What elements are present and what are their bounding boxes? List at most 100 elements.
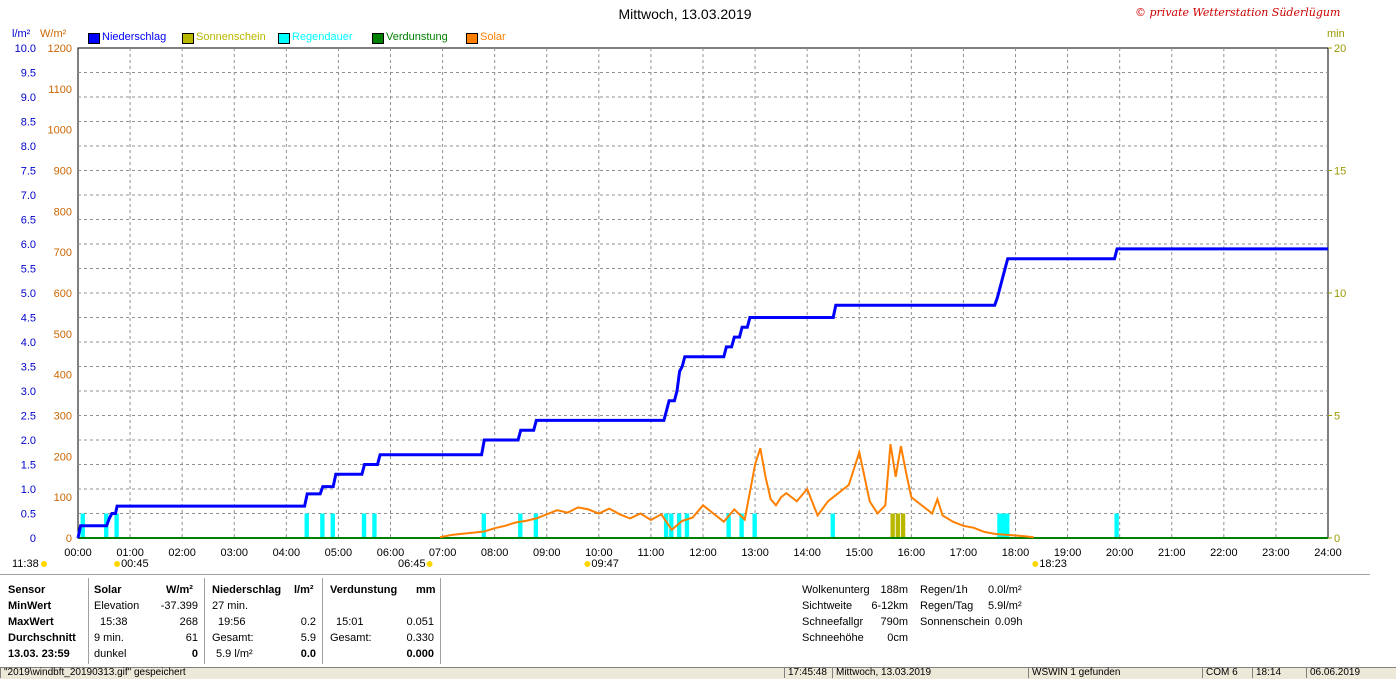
sonnenschein-bar <box>900 513 906 538</box>
solar-row-label: 15:38 <box>100 616 128 628</box>
rain-row-label: 19:56 <box>218 616 246 628</box>
solar-line <box>439 443 1034 539</box>
evap-unit: mm <box>416 584 436 596</box>
legend-label: Regendauer <box>292 31 353 43</box>
annotation-label: 06:45 <box>398 558 426 570</box>
legend-swatch <box>182 33 194 44</box>
solar-unit-label: W/m² <box>40 28 67 40</box>
y-tick-label-solar: 500 <box>54 329 72 341</box>
y-tick-label-solar: 900 <box>54 166 72 178</box>
x-tick-label: 11:00 <box>638 547 665 559</box>
x-tick-label: 03:00 <box>220 547 248 559</box>
lines <box>76 247 1328 539</box>
y-tick-label-minutes: 15 <box>1334 166 1346 178</box>
y-tick-label-rain: 8.5 <box>21 117 36 129</box>
annotation-marker <box>1032 561 1039 567</box>
weather-label: Wolkenunterg <box>802 584 870 596</box>
rain-row-label: 27 min. <box>212 600 249 612</box>
legend-swatch <box>372 33 384 44</box>
regendauer-bar <box>320 513 325 538</box>
y-tick-label-rain: 7.0 <box>21 190 36 202</box>
rain-row-value: 0.0 <box>300 648 316 660</box>
solar-row-value: -37.399 <box>160 600 198 612</box>
annotation-marker <box>584 561 591 567</box>
y-tick-label-rain: 8.0 <box>21 141 36 153</box>
solar-header: Solar <box>94 584 122 596</box>
x-tick-label: 24:00 <box>1314 547 1342 559</box>
x-tick-label: 08:00 <box>481 547 509 559</box>
y-tick-label-solar: 1200 <box>48 43 72 55</box>
solar-row-label: Elevation <box>94 600 140 612</box>
y-tick-label-solar: 1100 <box>48 84 72 96</box>
regendauer-bar <box>752 513 757 538</box>
regendauer-bar <box>830 513 835 538</box>
regendauer-bar <box>372 513 377 538</box>
y-tick-label-solar: 400 <box>54 370 72 382</box>
y-tick-label-rain: 6.5 <box>21 215 36 227</box>
regendauer-bar <box>330 513 335 538</box>
y-tick-label-rain: 5.0 <box>21 288 36 300</box>
y-tick-label-solar: 0 <box>66 533 72 545</box>
rain-summary-value: 5.9l/m² <box>988 600 1022 612</box>
x-tick-label: 17:00 <box>950 547 978 559</box>
status-clock: 18:14 <box>1252 667 1306 678</box>
y-tick-label-rain: 6.0 <box>21 239 36 251</box>
x-tick-label: 12:00 <box>689 547 717 559</box>
rain-row-label: 5.9 l/m² <box>216 648 253 660</box>
regendauer-bar <box>676 513 682 538</box>
regendauer-bar <box>114 513 119 538</box>
regendauer-bar <box>1005 513 1010 538</box>
weather-label: Schneehöhe <box>802 632 864 644</box>
evap-row-value: 0.000 <box>406 648 434 660</box>
solar-row-label: 9 min. <box>94 632 124 644</box>
regendauer-bar <box>304 513 309 538</box>
bars <box>80 513 1119 538</box>
minutes-unit-label: min <box>1327 28 1345 40</box>
evap-row-label: 15:01 <box>336 616 364 628</box>
divider <box>440 578 441 664</box>
legend-label: Niederschlag <box>102 31 167 43</box>
y-tick-label-rain: 0.5 <box>21 509 36 521</box>
x-tick-label: 20:00 <box>1106 547 1134 559</box>
annotation-label: 11:38 <box>12 558 39 570</box>
y-tick-label-rain: 9.5 <box>21 68 36 80</box>
annotation-marker <box>41 561 47 567</box>
x-tick-label: 10:00 <box>585 547 613 559</box>
y-tick-label-minutes: 5 <box>1334 411 1340 423</box>
x-tick-label: 16:00 <box>898 547 926 559</box>
regendauer-bar <box>518 513 523 538</box>
legend-label: Verdunstung <box>386 31 448 43</box>
weather-value: 188m <box>880 584 908 596</box>
evap-row-label: Gesamt: <box>330 632 372 644</box>
x-tick-label: 13:00 <box>741 547 769 559</box>
y-tick-label-rain: 2.5 <box>21 411 36 423</box>
x-tick-label: 23:00 <box>1262 547 1290 559</box>
divider <box>88 578 89 664</box>
rain-summary-value: 0.09h <box>995 616 1023 628</box>
regendauer-bar <box>361 513 367 538</box>
rain-row-value: 0.2 <box>300 616 316 628</box>
y-tick-label-solar: 600 <box>54 288 72 300</box>
y-tick-label-solar: 100 <box>54 492 72 504</box>
regendauer-bar <box>533 513 539 538</box>
sensor-row: Durchschnitt <box>8 632 76 644</box>
status-time: 17:45:48 <box>784 667 832 678</box>
status-connection: WSWIN 1 gefunden <box>1028 667 1202 678</box>
status-file: "2019\windbft_20190313.gif" gespeichert <box>0 667 784 678</box>
legend-swatch <box>466 33 478 44</box>
status-bar <box>0 667 1396 679</box>
divider <box>322 578 323 664</box>
status-today: 06.06.2019 <box>1306 667 1396 678</box>
x-tick-label: 09:00 <box>533 547 561 559</box>
solar-row-label: dunkel <box>94 648 127 660</box>
legend-swatch <box>88 33 100 44</box>
chart-title: Mittwoch, 13.03.2019 <box>618 6 752 22</box>
regendauer-bar <box>999 513 1005 538</box>
annotations: 11:38 00:45 06:45 09:47 18:23 <box>12 558 1067 570</box>
legend-swatch <box>278 33 290 44</box>
rain-summary-value: 0.0l/m² <box>988 584 1022 596</box>
x-tick-label: 22:00 <box>1210 547 1238 559</box>
rain-summary-label: Sonnenschein <box>920 616 990 628</box>
x-tick-label: 01:00 <box>116 547 144 559</box>
weather-value: 6-12km <box>871 600 908 612</box>
